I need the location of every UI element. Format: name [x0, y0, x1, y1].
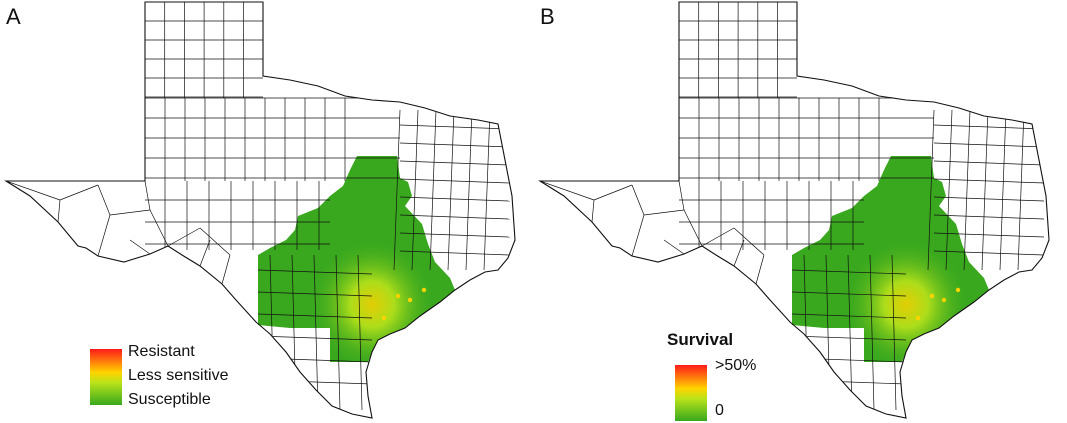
- county-border: [399, 232, 511, 238]
- hotspot-point: [407, 297, 413, 303]
- county-border: [683, 209, 703, 247]
- hotspot-point: [941, 297, 947, 303]
- county-border: [591, 199, 595, 223]
- county-border: [399, 250, 511, 256]
- county-border: [399, 178, 511, 184]
- county-border: [933, 250, 1045, 256]
- county-border: [701, 227, 735, 247]
- hotspot-point: [381, 315, 387, 321]
- county-border: [399, 196, 511, 202]
- hotspot-point: [915, 315, 921, 321]
- county-border: [399, 160, 511, 166]
- legend-label-less-sensitive: Less sensitive: [128, 367, 229, 384]
- county-border: [933, 232, 1045, 238]
- county-border: [933, 124, 1045, 130]
- county-border: [129, 239, 151, 255]
- county-border: [199, 239, 211, 267]
- county-border: [257, 269, 373, 275]
- county-border: [945, 109, 953, 271]
- hotspot-point: [929, 293, 935, 299]
- county-border: [167, 227, 201, 247]
- county-border: [97, 184, 111, 216]
- county-border: [149, 209, 169, 247]
- county-borders: [6, 2, 511, 411]
- county-border: [733, 227, 765, 256]
- county-border: [791, 379, 907, 385]
- county-border: [733, 239, 745, 267]
- county-border: [1017, 109, 1025, 271]
- county-border: [257, 379, 373, 385]
- panel-label: B: [540, 4, 555, 29]
- county-border: [199, 227, 231, 256]
- county-border: [144, 180, 151, 211]
- county-border: [999, 109, 1007, 271]
- county-border: [313, 254, 319, 411]
- county-border: [109, 209, 151, 216]
- county-border: [755, 254, 765, 285]
- county-border: [643, 209, 685, 216]
- county-border: [869, 254, 875, 411]
- county-border: [6, 180, 61, 201]
- county-border: [631, 214, 645, 257]
- county-border: [963, 109, 971, 271]
- county-border: [399, 124, 511, 130]
- county-border: [981, 109, 989, 271]
- hotspot-point: [395, 293, 401, 299]
- county-border: [933, 214, 1045, 220]
- texas-county-map: [4, 1, 516, 419]
- hotspot-point: [955, 287, 961, 293]
- county-borders: [540, 2, 1045, 411]
- county-border: [465, 109, 473, 271]
- map-panel-a: A Resistant Less sensitive Susceptible: [0, 0, 533, 423]
- county-border: [791, 313, 907, 319]
- hotspot-point: [421, 287, 427, 293]
- county-border: [357, 254, 363, 411]
- county-border: [933, 178, 1045, 184]
- county-border: [933, 142, 1045, 148]
- county-border: [393, 109, 401, 271]
- county-border: [257, 313, 373, 319]
- county-border: [891, 254, 897, 411]
- panel-label: A: [6, 4, 21, 29]
- county-border: [927, 109, 935, 271]
- county-border: [399, 142, 511, 148]
- legend-label-resistant: Resistant: [128, 343, 195, 360]
- county-border: [447, 109, 455, 271]
- county-border: [791, 269, 907, 275]
- state-outline: [538, 1, 1050, 419]
- county-border: [847, 254, 853, 411]
- county-border: [933, 160, 1045, 166]
- county-border: [221, 254, 231, 285]
- county-border: [791, 335, 907, 341]
- county-border: [631, 184, 645, 216]
- county-border: [335, 254, 341, 411]
- county-border: [483, 109, 491, 271]
- texas-county-map: [538, 1, 1050, 419]
- county-border: [57, 199, 61, 223]
- legend-color-ramp: [90, 349, 122, 405]
- map-panel-b: B Survival >50% 0: [534, 0, 1067, 423]
- county-border: [540, 180, 595, 201]
- legend-color-ramp: [675, 365, 707, 421]
- less-sensitive-zone: [258, 156, 455, 362]
- legend-label-susceptible: Susceptible: [128, 391, 211, 408]
- county-border: [399, 214, 511, 220]
- county-border: [429, 109, 437, 271]
- county-border: [411, 109, 419, 271]
- county-border: [678, 180, 685, 211]
- county-border: [257, 335, 373, 341]
- county-border: [59, 184, 99, 201]
- state-outline: [4, 1, 516, 419]
- legend-title: Survival: [667, 330, 734, 349]
- less-sensitive-zone: [792, 156, 989, 362]
- county-border: [663, 239, 685, 255]
- legend-label-max: >50%: [715, 357, 757, 374]
- county-border: [933, 196, 1045, 202]
- legend-label-min: 0: [715, 402, 724, 419]
- county-border: [97, 214, 111, 257]
- county-border: [593, 184, 633, 201]
